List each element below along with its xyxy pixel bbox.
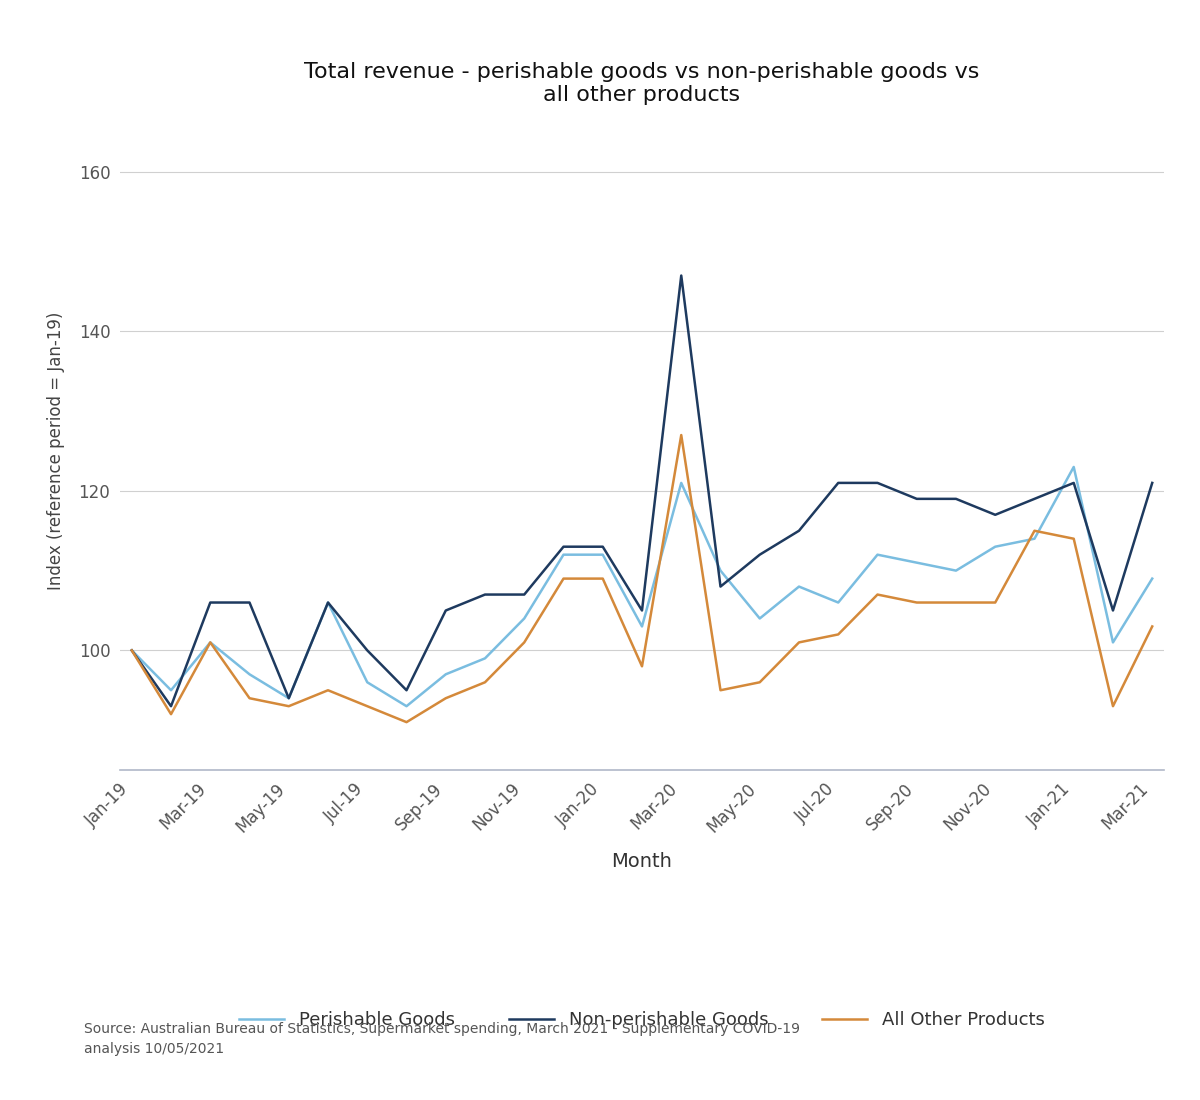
Title: Total revenue - perishable goods vs non-perishable goods vs
all other products: Total revenue - perishable goods vs non-…	[305, 63, 979, 106]
Non-perishable Goods	[164, 700, 179, 713]
All Other Products	[635, 660, 649, 673]
Perishable Goods	[242, 668, 257, 681]
Non-perishable Goods	[1145, 476, 1159, 490]
Perishable Goods	[752, 612, 767, 625]
Perishable Goods	[203, 636, 217, 649]
Non-perishable Goods	[595, 540, 610, 553]
X-axis label: Month: Month	[612, 852, 672, 871]
Perishable Goods	[320, 596, 335, 609]
Perishable Goods	[1027, 532, 1042, 546]
Non-perishable Goods	[517, 587, 532, 601]
Perishable Goods	[557, 548, 571, 561]
Perishable Goods	[674, 476, 689, 490]
All Other Products	[478, 675, 492, 689]
Non-perishable Goods	[557, 540, 571, 553]
Non-perishable Goods	[282, 692, 296, 705]
Perishable Goods	[438, 668, 452, 681]
Perishable Goods	[400, 700, 414, 713]
Non-perishable Goods	[988, 508, 1002, 521]
All Other Products	[949, 596, 964, 609]
All Other Products	[557, 572, 571, 585]
Non-perishable Goods	[949, 492, 964, 505]
All Other Products	[242, 692, 257, 705]
Perishable Goods	[635, 620, 649, 634]
Line: Non-perishable Goods: Non-perishable Goods	[132, 275, 1152, 706]
Perishable Goods	[1145, 572, 1159, 585]
Perishable Goods	[282, 692, 296, 705]
All Other Products	[360, 700, 374, 713]
Non-perishable Goods	[752, 548, 767, 561]
Perishable Goods	[125, 644, 139, 657]
All Other Products	[438, 692, 452, 705]
Perishable Goods	[360, 675, 374, 689]
Non-perishable Goods	[320, 596, 335, 609]
Non-perishable Goods	[832, 476, 846, 490]
All Other Products	[832, 628, 846, 641]
Non-perishable Goods	[1105, 604, 1120, 617]
Perishable Goods	[910, 557, 924, 570]
Perishable Goods	[1105, 636, 1120, 649]
All Other Products	[203, 636, 217, 649]
Perishable Goods	[792, 580, 806, 593]
All Other Products	[792, 636, 806, 649]
Perishable Goods	[870, 548, 884, 561]
Non-perishable Goods	[713, 580, 727, 593]
Non-perishable Goods	[792, 525, 806, 538]
Non-perishable Goods	[478, 587, 492, 601]
Line: All Other Products: All Other Products	[132, 434, 1152, 723]
Perishable Goods	[517, 612, 532, 625]
Non-perishable Goods	[400, 684, 414, 697]
All Other Products	[1105, 700, 1120, 713]
All Other Products	[1145, 620, 1159, 634]
Perishable Goods	[595, 548, 610, 561]
All Other Products	[674, 428, 689, 441]
Non-perishable Goods	[1027, 492, 1042, 505]
All Other Products	[595, 572, 610, 585]
Non-perishable Goods	[635, 604, 649, 617]
Text: Source: Australian Bureau of Statistics, Supermarket spending, March 2021 - Supp: Source: Australian Bureau of Statistics,…	[84, 1023, 800, 1056]
All Other Products	[752, 675, 767, 689]
All Other Products	[988, 596, 1002, 609]
Perishable Goods	[988, 540, 1002, 553]
Non-perishable Goods	[674, 268, 689, 282]
Non-perishable Goods	[1067, 476, 1081, 490]
All Other Products	[164, 707, 179, 721]
Non-perishable Goods	[360, 644, 374, 657]
All Other Products	[910, 596, 924, 609]
Perishable Goods	[949, 564, 964, 578]
Non-perishable Goods	[870, 476, 884, 490]
All Other Products	[282, 700, 296, 713]
All Other Products	[517, 636, 532, 649]
Perishable Goods	[1067, 460, 1081, 473]
Non-perishable Goods	[242, 596, 257, 609]
Non-perishable Goods	[203, 596, 217, 609]
Non-perishable Goods	[125, 644, 139, 657]
Y-axis label: Index (reference period = Jan-19): Index (reference period = Jan-19)	[47, 311, 65, 591]
All Other Products	[1067, 532, 1081, 546]
All Other Products	[870, 587, 884, 601]
All Other Products	[713, 684, 727, 697]
All Other Products	[1027, 525, 1042, 538]
Non-perishable Goods	[438, 604, 452, 617]
All Other Products	[125, 644, 139, 657]
All Other Products	[320, 684, 335, 697]
All Other Products	[400, 716, 414, 729]
Perishable Goods	[832, 596, 846, 609]
Perishable Goods	[478, 651, 492, 664]
Perishable Goods	[164, 684, 179, 697]
Non-perishable Goods	[910, 492, 924, 505]
Line: Perishable Goods: Perishable Goods	[132, 466, 1152, 706]
Legend: Perishable Goods, Non-perishable Goods, All Other Products: Perishable Goods, Non-perishable Goods, …	[230, 1002, 1054, 1038]
Perishable Goods	[713, 564, 727, 578]
